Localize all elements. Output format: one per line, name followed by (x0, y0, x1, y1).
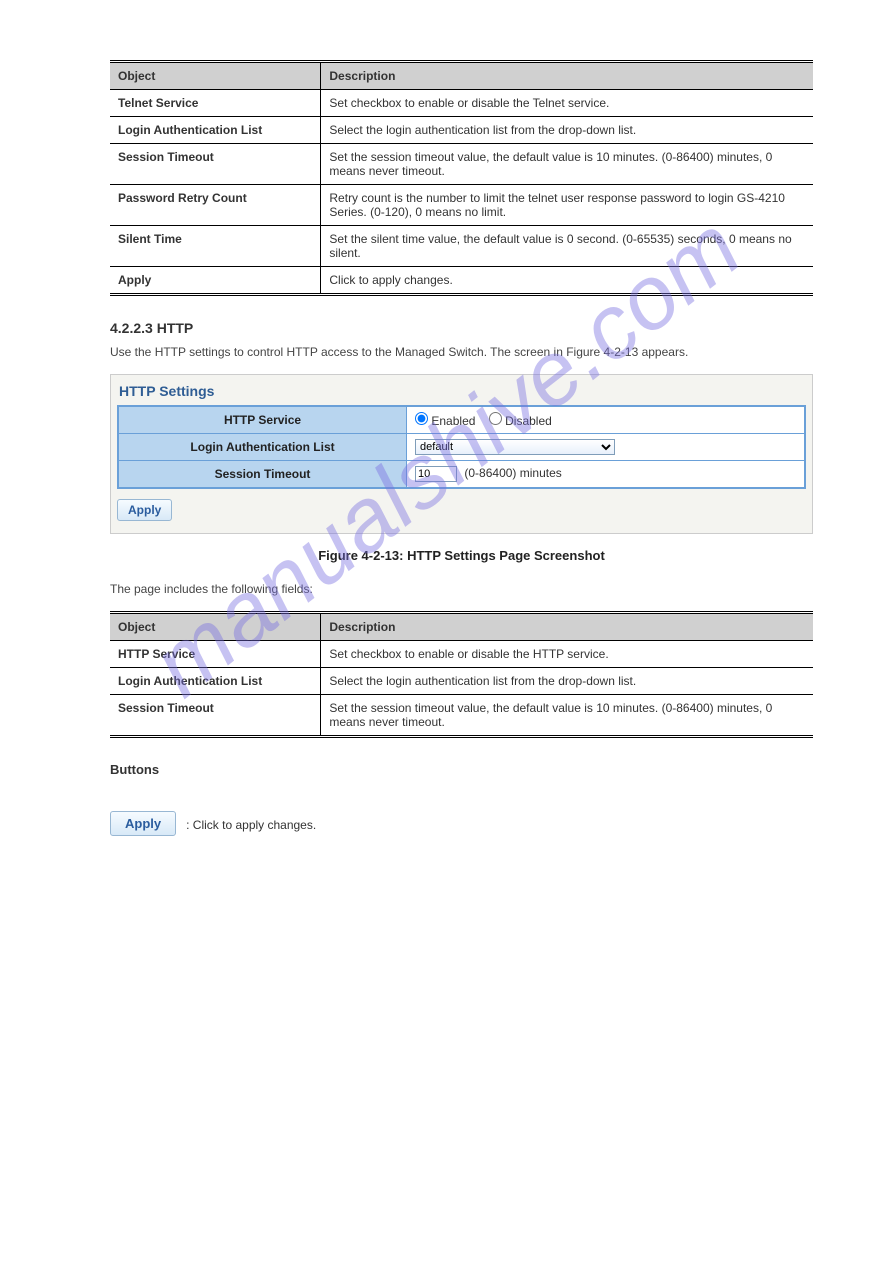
table-row: Login Authentication ListSelect the logi… (110, 668, 813, 695)
cell-desc: Retry count is the number to limit the t… (321, 185, 813, 226)
table-row: Password Retry CountRetry count is the n… (110, 185, 813, 226)
row-session-timeout: Session Timeout (0-86400) minutes (118, 461, 805, 489)
radio-group-http-service: Enabled Disabled (415, 414, 562, 428)
login-auth-select[interactable]: default (415, 439, 615, 455)
col-object: Object (110, 62, 321, 90)
cell-object: Silent Time (110, 226, 321, 267)
value-http-service: Enabled Disabled (407, 406, 805, 434)
label-http-service: HTTP Service (118, 406, 407, 434)
table-row: Session TimeoutSet the session timeout v… (110, 695, 813, 737)
value-login-auth-list: default (407, 434, 805, 461)
figure-caption-text: HTTP Settings Page Screenshot (407, 548, 605, 563)
apply-button[interactable]: Apply (110, 811, 176, 836)
radio-enabled-input[interactable] (415, 412, 428, 425)
cell-desc: Set checkbox to enable or disable the Te… (321, 90, 813, 117)
session-timeout-input[interactable] (415, 466, 457, 482)
buttons-row: Apply : Click to apply changes. (110, 805, 813, 844)
radio-disabled[interactable]: Disabled (489, 414, 552, 428)
cell-object: HTTP Service (110, 641, 321, 668)
http-objects-table: Object Description HTTP ServiceSet check… (110, 611, 813, 738)
cell-object: Login Authentication List (110, 117, 321, 144)
cell-object: Telnet Service (110, 90, 321, 117)
telnet-objects-table: Object Description Telnet ServiceSet che… (110, 60, 813, 296)
cell-desc: Set the session timeout value, the defau… (321, 695, 813, 737)
figure-caption: Figure 4-2-13: HTTP Settings Page Screen… (110, 548, 813, 563)
table-row: Telnet ServiceSet checkbox to enable or … (110, 90, 813, 117)
radio-enabled[interactable]: Enabled (415, 414, 475, 428)
http-settings-panel: HTTP Settings HTTP Service Enabled Disab… (110, 374, 813, 534)
table-row: ApplyClick to apply changes. (110, 267, 813, 295)
cell-desc: Select the login authentication list fro… (321, 117, 813, 144)
label-login-auth-list: Login Authentication List (118, 434, 407, 461)
table-row: HTTP ServiceSet checkbox to enable or di… (110, 641, 813, 668)
col-description: Description (321, 613, 813, 641)
cell-desc: Set the silent time value, the default v… (321, 226, 813, 267)
col-description: Description (321, 62, 813, 90)
session-timeout-hint: (0-86400) minutes (464, 466, 561, 480)
row-http-service: HTTP Service Enabled Disabled (118, 406, 805, 434)
radio-disabled-input[interactable] (489, 412, 502, 425)
cell-object: Apply (110, 267, 321, 295)
col-object: Object (110, 613, 321, 641)
table-row: Silent TimeSet the silent time value, th… (110, 226, 813, 267)
table-row: Login Authentication ListSelect the logi… (110, 117, 813, 144)
panel-title: HTTP Settings (117, 379, 806, 405)
cell-desc: Set the session timeout value, the defau… (321, 144, 813, 185)
cell-object: Login Authentication List (110, 668, 321, 695)
cell-desc: Click to apply changes. (321, 267, 813, 295)
cell-desc: Select the login authentication list fro… (321, 668, 813, 695)
cell-object: Session Timeout (110, 695, 321, 737)
buttons-heading: Buttons (110, 762, 813, 777)
radio-disabled-label: Disabled (505, 414, 552, 428)
cell-desc: Set checkbox to enable or disable the HT… (321, 641, 813, 668)
cell-object: Session Timeout (110, 144, 321, 185)
apply-button-panel[interactable]: Apply (117, 499, 172, 521)
radio-enabled-label: Enabled (431, 414, 475, 428)
figure-number: Figure 4-2-13: (318, 548, 403, 563)
table-row: Session TimeoutSet the session timeout v… (110, 144, 813, 185)
page: Object Description Telnet ServiceSet che… (0, 0, 893, 924)
table2-lead: The page includes the following fields: (110, 581, 813, 597)
cell-object: Password Retry Count (110, 185, 321, 226)
table-header-row: Object Description (110, 613, 813, 641)
table-header-row: Object Description (110, 62, 813, 90)
section-heading-http: 4.2.2.3 HTTP (110, 320, 813, 336)
label-session-timeout: Session Timeout (118, 461, 407, 489)
http-settings-form: HTTP Service Enabled Disabled Login Auth… (117, 405, 806, 489)
http-intro: Use the HTTP settings to control HTTP ac… (110, 344, 813, 360)
apply-button-note: : Click to apply changes. (186, 818, 316, 832)
value-session-timeout: (0-86400) minutes (407, 461, 805, 489)
row-login-auth-list: Login Authentication List default (118, 434, 805, 461)
